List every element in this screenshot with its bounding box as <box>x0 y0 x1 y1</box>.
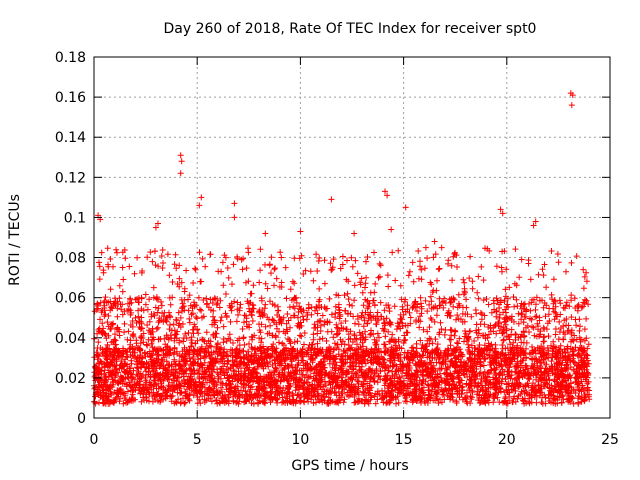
data-points <box>91 90 593 407</box>
x-tick-label: 0 <box>90 432 99 448</box>
y-axis-label: ROTI / TECUs <box>7 194 23 286</box>
y-tick-labels: 0 0.02 0.04 0.06 0.08 0.1 0.12 0.14 0.16 0.18 <box>55 50 86 427</box>
y-tick-label: 0.04 <box>55 331 86 347</box>
scatter-markers <box>91 90 593 407</box>
x-tick-label: 20 <box>498 432 516 448</box>
y-tick-label: 0.12 <box>55 170 86 186</box>
x-tick-label: 10 <box>291 432 309 448</box>
y-tick-label: 0 <box>77 411 86 427</box>
x-tick-label: 15 <box>395 432 413 448</box>
y-tick-label: 0.1 <box>64 210 86 226</box>
y-tick-label: 0.06 <box>55 291 86 307</box>
x-tick-labels: 0 5 10 15 20 25 <box>90 432 619 448</box>
y-tick-label: 0.02 <box>55 371 86 387</box>
y-tick-label: 0.14 <box>55 130 86 146</box>
x-tick-label: 25 <box>601 432 619 448</box>
y-tick-label: 0.16 <box>55 90 86 106</box>
axis-ticks <box>93 56 611 419</box>
x-axis-label: GPS time / hours <box>291 458 408 474</box>
y-tick-label: 0.18 <box>55 50 86 66</box>
y-tick-label: 0.08 <box>55 251 86 267</box>
x-tick-label: 5 <box>193 432 202 448</box>
grid <box>94 57 610 418</box>
chart-title: Day 260 of 2018, Rate Of TEC Index for r… <box>164 21 537 37</box>
plot-border <box>93 56 611 419</box>
